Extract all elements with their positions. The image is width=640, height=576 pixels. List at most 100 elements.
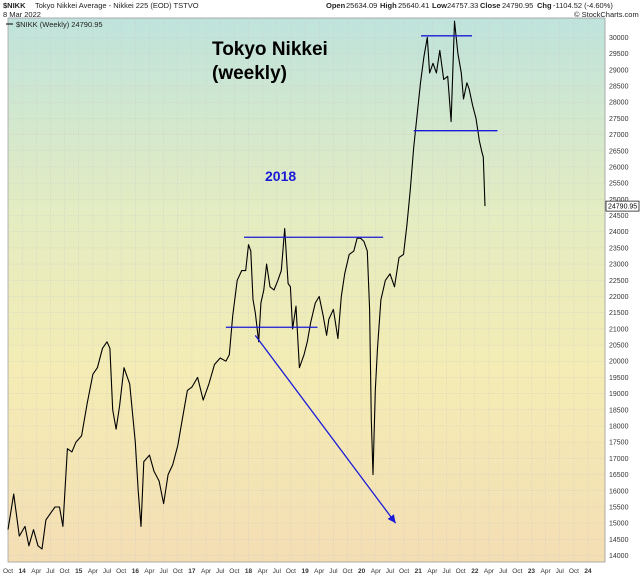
- x-tick-label: 24: [584, 568, 592, 575]
- last-value-label: 24790.95: [608, 204, 637, 211]
- y-tick-label: 28000: [609, 100, 629, 107]
- close-value: 24790.95: [502, 1, 534, 10]
- y-tick-label: 27000: [609, 132, 629, 139]
- y-axis: 14000 14500 15000 15500 16000 16500 17000 17500…: [609, 35, 629, 560]
- last-value-marker: 24790.95: [605, 200, 640, 212]
- y-tick-label: 14500: [609, 537, 629, 544]
- x-tick-label: Jul: [273, 568, 282, 575]
- legend-label: $NIKK (Weekly) 24790.95: [16, 20, 103, 29]
- x-tick-label: Oct: [456, 568, 466, 575]
- year-annotation: 2018: [265, 168, 296, 184]
- x-tick-label: Oct: [173, 568, 183, 575]
- y-tick-label: 24500: [609, 213, 629, 220]
- chart-subtitle: (weekly): [212, 63, 287, 84]
- x-tick-label: Oct: [512, 568, 522, 575]
- price-series-line: [7, 20, 486, 550]
- x-tick-label: Jul: [556, 568, 565, 575]
- y-tick-label: 24000: [609, 229, 629, 236]
- x-tick-label: Jul: [46, 568, 55, 575]
- y-tick-label: 18000: [609, 424, 629, 431]
- low-value: 24757.33: [447, 1, 479, 10]
- y-tick-label: 30000: [609, 35, 629, 42]
- legend: $NIKK (Weekly) 24790.95: [6, 20, 103, 29]
- x-tick-label: Apr: [371, 568, 382, 575]
- x-tick-label: Jul: [159, 568, 168, 575]
- chart-title: Tokyo Nikkei: [212, 39, 328, 60]
- x-tick-label: Jul: [329, 568, 338, 575]
- x-tick-label: 19: [301, 568, 309, 575]
- close-label: Close: [480, 1, 501, 10]
- y-tick-label: 29000: [609, 67, 629, 74]
- y-tick-label: 15500: [609, 504, 629, 511]
- x-tick-label: 20: [358, 568, 366, 575]
- last-value-box: [605, 200, 640, 212]
- x-tick-label: Apr: [144, 568, 155, 575]
- x-tick-label: 14: [19, 568, 27, 575]
- description-label: Tokyo Nikkei Average - Nikkei 225 (EOD) …: [35, 1, 199, 10]
- x-tick-label: Apr: [258, 568, 269, 575]
- x-tick-label: Apr: [541, 568, 552, 575]
- x-tick-label: Oct: [286, 568, 296, 575]
- x-tick-label: Oct: [229, 568, 239, 575]
- y-tick-label: 25000: [609, 197, 629, 204]
- chart-header: $NIKK Tokyo Nikkei Average - Nikkei 225 …: [0, 0, 640, 19]
- y-tick-label: 22500: [609, 278, 629, 285]
- chg-label: Chg: [537, 1, 552, 10]
- y-tick-label: 28500: [609, 84, 629, 91]
- x-tick-label: Apr: [31, 568, 42, 575]
- y-tick-label: 21500: [609, 310, 629, 317]
- y-tick-label: 25500: [609, 181, 629, 188]
- y-tick-label: 21000: [609, 326, 629, 333]
- x-tick-label: Jul: [499, 568, 508, 575]
- y-tick-label: 17500: [609, 440, 629, 447]
- x-tick-label: Apr: [314, 568, 325, 575]
- high-value: 25640.41: [398, 1, 430, 10]
- x-tick-label: 17: [188, 568, 196, 575]
- x-tick-label: 16: [132, 568, 140, 575]
- x-tick-label: 23: [528, 568, 536, 575]
- x-tick-label: Oct: [569, 568, 579, 575]
- x-tick-label: Oct: [60, 568, 70, 575]
- y-tick-label: 17000: [609, 456, 629, 463]
- y-tick-label: 15000: [609, 521, 629, 528]
- x-tick-label: Apr: [88, 568, 99, 575]
- y-tick-label: 16500: [609, 472, 629, 479]
- x-tick-label: 15: [75, 568, 83, 575]
- y-tick-label: 19500: [609, 375, 629, 382]
- chg-value: -1104.52 (-4.60%): [553, 1, 613, 10]
- x-tick-label: 18: [245, 568, 253, 575]
- annotation-lines: [225, 35, 498, 524]
- x-tick-label: Oct: [3, 568, 13, 575]
- gridlines: [7, 18, 605, 562]
- y-tick-label: 20000: [609, 359, 629, 366]
- y-tick-label: 26000: [609, 164, 629, 171]
- y-tick-label: 14000: [609, 553, 629, 560]
- y-tick-label: 23000: [609, 262, 629, 269]
- trend-arrow-line: [254, 334, 397, 524]
- y-tick-label: 19000: [609, 391, 629, 398]
- y-tick-label: 26500: [609, 148, 629, 155]
- x-tick-label: Jul: [103, 568, 112, 575]
- y-tick-label: 18500: [609, 407, 629, 414]
- x-tick-label: Apr: [201, 568, 212, 575]
- trend-arrow-head: [387, 514, 396, 524]
- open-value: 25634.09: [346, 1, 378, 10]
- y-tick-label: 29500: [609, 51, 629, 58]
- y-tick-label: 23500: [609, 245, 629, 252]
- x-tick-label: 22: [471, 568, 479, 575]
- x-tick-label: Apr: [484, 568, 495, 575]
- x-tick-label: Jul: [386, 568, 395, 575]
- y-tick-label: 16000: [609, 488, 629, 495]
- date-label: 8 Mar 2022: [3, 10, 41, 19]
- x-tick-label: Jul: [216, 568, 225, 575]
- x-axis: Oct 14 Apr Jul Oct 15 Apr Jul Oct 16 Apr Jul Oct 17 Ap…: [3, 568, 592, 575]
- open-label: Open: [326, 1, 346, 10]
- x-tick-label: Jul: [442, 568, 451, 575]
- x-tick-label: 21: [415, 568, 423, 575]
- plot-background: [7, 17, 606, 563]
- y-tick-label: 22000: [609, 294, 629, 301]
- low-label: Low: [432, 1, 447, 10]
- y-tick-label: 27500: [609, 116, 629, 123]
- x-tick-label: Apr: [427, 568, 438, 575]
